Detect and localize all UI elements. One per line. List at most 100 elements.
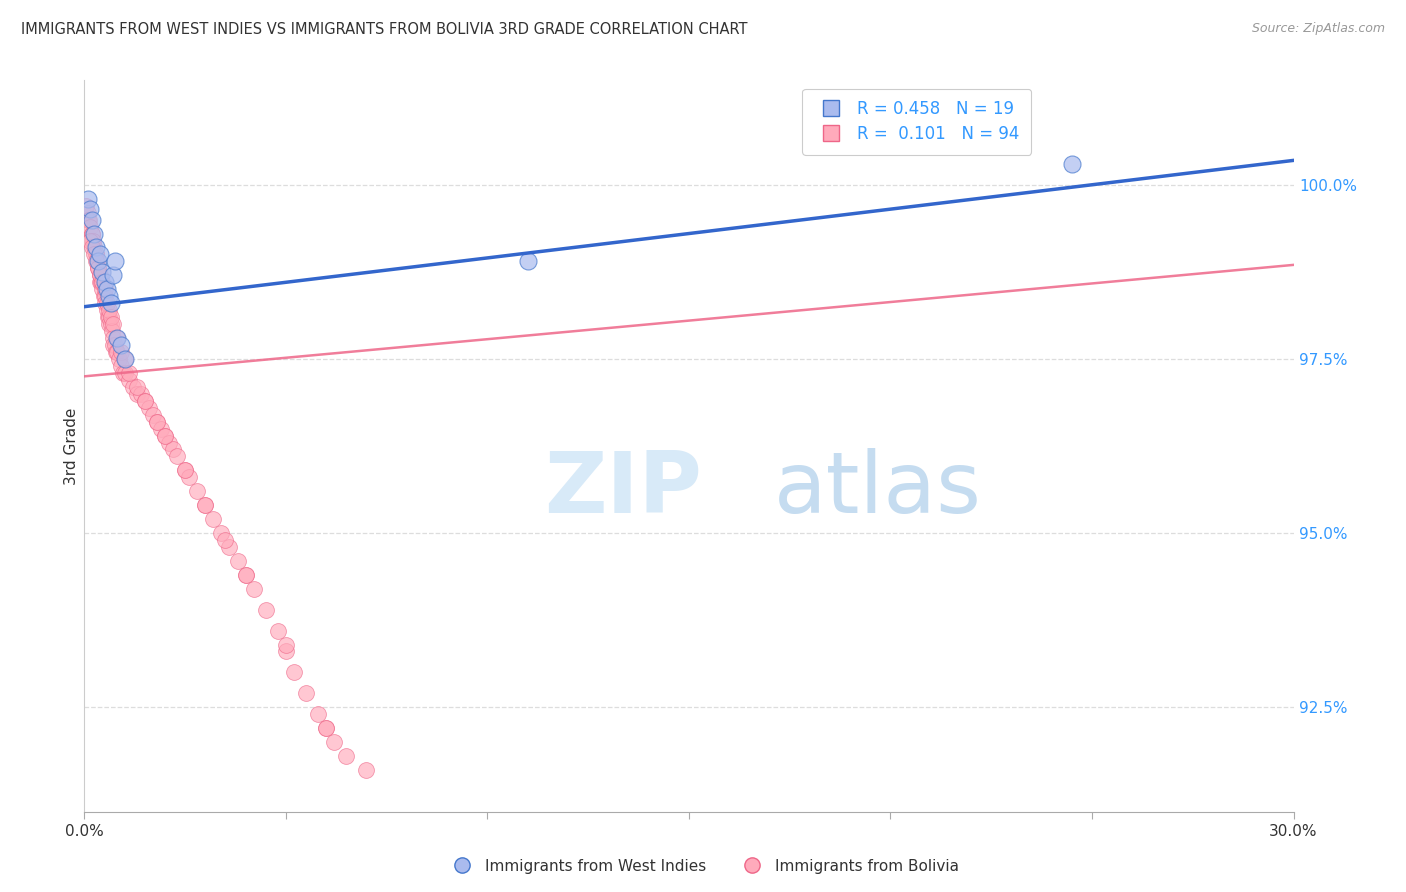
Legend: Immigrants from West Indies, Immigrants from Bolivia: Immigrants from West Indies, Immigrants … <box>441 853 965 880</box>
Point <box>118 373 141 387</box>
Point <box>174 463 197 477</box>
Point <box>97 310 120 325</box>
Point <box>1060 157 1083 171</box>
Point <box>138 401 160 415</box>
Point <box>97 289 120 303</box>
Point <box>356 763 378 777</box>
Point <box>75 199 97 213</box>
Point <box>101 317 124 331</box>
Point <box>80 227 103 241</box>
Point <box>142 408 165 422</box>
Point <box>94 296 117 310</box>
Point <box>235 567 257 582</box>
Point <box>315 721 337 735</box>
Point <box>79 202 101 216</box>
Point <box>82 234 104 248</box>
Point <box>235 567 257 582</box>
Point <box>90 275 112 289</box>
Point <box>89 247 111 261</box>
Point <box>82 240 104 254</box>
Point <box>218 540 240 554</box>
Point <box>179 470 201 484</box>
Point <box>267 624 290 638</box>
Legend: R = 0.458   N = 19, R =  0.101   N = 94: R = 0.458 N = 19, R = 0.101 N = 94 <box>803 88 1031 154</box>
Point <box>98 317 121 331</box>
Point <box>110 338 132 352</box>
Point <box>242 582 264 596</box>
Point <box>86 254 108 268</box>
Point <box>97 303 120 318</box>
Point <box>83 247 105 261</box>
Point <box>157 435 180 450</box>
Point <box>315 721 337 735</box>
Point <box>105 345 128 359</box>
Point <box>93 289 115 303</box>
Text: ZIP: ZIP <box>544 449 702 532</box>
Point <box>104 345 127 359</box>
Point <box>162 442 184 457</box>
Point <box>87 261 110 276</box>
Point <box>153 428 176 442</box>
Point <box>323 735 346 749</box>
Point <box>226 554 249 568</box>
Point <box>202 512 225 526</box>
Point <box>93 289 115 303</box>
Point <box>91 282 114 296</box>
Point <box>254 603 277 617</box>
Point <box>93 282 115 296</box>
Point <box>101 268 124 283</box>
Point <box>118 366 141 380</box>
Point <box>77 192 100 206</box>
Point <box>97 310 120 325</box>
Point <box>174 463 197 477</box>
Point <box>89 268 111 283</box>
Point <box>149 421 172 435</box>
Point <box>89 268 111 283</box>
Point <box>274 644 297 658</box>
Point <box>91 265 114 279</box>
Point <box>100 324 122 338</box>
Point <box>295 686 318 700</box>
Point <box>146 415 169 429</box>
Point <box>82 227 104 241</box>
Point <box>100 317 122 331</box>
Point <box>79 219 101 234</box>
Point <box>194 498 217 512</box>
Point <box>83 227 105 241</box>
Point <box>274 638 297 652</box>
Point <box>153 428 176 442</box>
Point <box>84 247 107 261</box>
Point <box>283 665 305 680</box>
Point <box>105 331 128 345</box>
Point <box>125 380 148 394</box>
Point <box>146 415 169 429</box>
Point <box>87 254 110 268</box>
Point <box>134 393 156 408</box>
Point <box>111 366 134 380</box>
Point <box>76 205 98 219</box>
Point <box>125 386 148 401</box>
Text: IMMIGRANTS FROM WEST INDIES VS IMMIGRANTS FROM BOLIVIA 3RD GRADE CORRELATION CHA: IMMIGRANTS FROM WEST INDIES VS IMMIGRANT… <box>21 22 748 37</box>
Point <box>89 275 111 289</box>
Point <box>87 261 110 276</box>
Point <box>129 386 152 401</box>
Point <box>114 366 136 380</box>
Point <box>77 212 100 227</box>
Point <box>86 240 108 254</box>
Point <box>93 275 115 289</box>
Point <box>186 484 208 499</box>
Y-axis label: 3rd Grade: 3rd Grade <box>63 408 79 484</box>
Point <box>86 247 108 261</box>
Point <box>105 331 128 345</box>
Point <box>83 240 105 254</box>
Point <box>516 254 538 268</box>
Point <box>82 212 104 227</box>
Point <box>166 450 188 464</box>
Point <box>209 526 232 541</box>
Text: Source: ZipAtlas.com: Source: ZipAtlas.com <box>1251 22 1385 36</box>
Point <box>114 351 136 366</box>
Point <box>107 351 129 366</box>
Point <box>134 393 156 408</box>
Point <box>121 380 143 394</box>
Point <box>77 212 100 227</box>
